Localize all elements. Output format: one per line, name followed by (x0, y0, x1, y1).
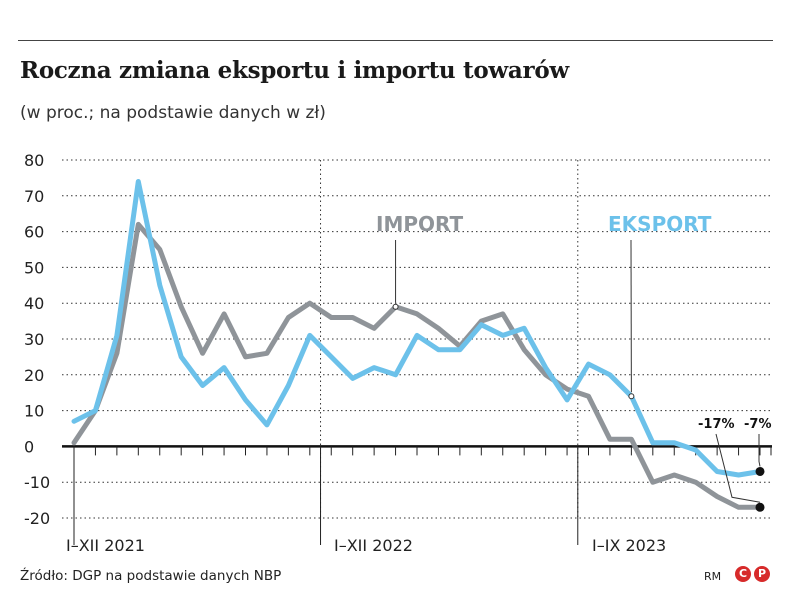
series-label-import: IMPORT (376, 212, 464, 236)
y-tick-label: 30 (24, 330, 44, 349)
y-tick-label: -10 (24, 473, 50, 492)
top-rule (18, 40, 773, 41)
y-tick-label: 40 (24, 294, 44, 313)
series-line-import (71, 221, 763, 510)
period-label: I–XII 2021 (66, 536, 145, 555)
period-label: I–XII 2022 (334, 536, 413, 555)
y-tick-label: -20 (24, 509, 50, 528)
chart-subtitle: (w proc.; na podstawie danych w zł) (20, 103, 326, 123)
leader-dot (392, 303, 399, 310)
y-tick-label: 60 (24, 223, 44, 242)
y-tick-label: 70 (24, 187, 44, 206)
y-tick-label: 80 (24, 151, 44, 170)
end-marker-import (755, 502, 765, 512)
leader-dot (628, 393, 635, 400)
y-tick-label: 50 (24, 258, 44, 277)
end-leader-line (715, 433, 761, 503)
series-line-eksport (71, 179, 763, 478)
end-leader-line (758, 434, 761, 467)
copyright-logo-icon: C (735, 566, 751, 582)
end-value-label: -17% (698, 417, 735, 432)
author-initials: RM (704, 570, 722, 583)
source-note: Źródło: DGP na podstawie danych NBP (20, 568, 282, 584)
y-tick-label: 0 (24, 437, 34, 456)
end-marker-eksport (755, 466, 765, 476)
end-value-label: -7% (744, 417, 771, 432)
publisher-logo-icon: P (754, 566, 770, 582)
chart-title: Roczna zmiana eksportu i importu towarów (20, 57, 569, 84)
y-tick-label: 10 (24, 402, 44, 421)
series-label-eksport: EKSPORT (608, 212, 712, 236)
y-tick-label: 20 (24, 366, 44, 385)
line-chart: -20 -10 0 10 20 30 40 50 60 70 80 I–XII 2021 I–XII 2… (24, 151, 772, 555)
period-label: I–IX 2023 (592, 536, 666, 555)
